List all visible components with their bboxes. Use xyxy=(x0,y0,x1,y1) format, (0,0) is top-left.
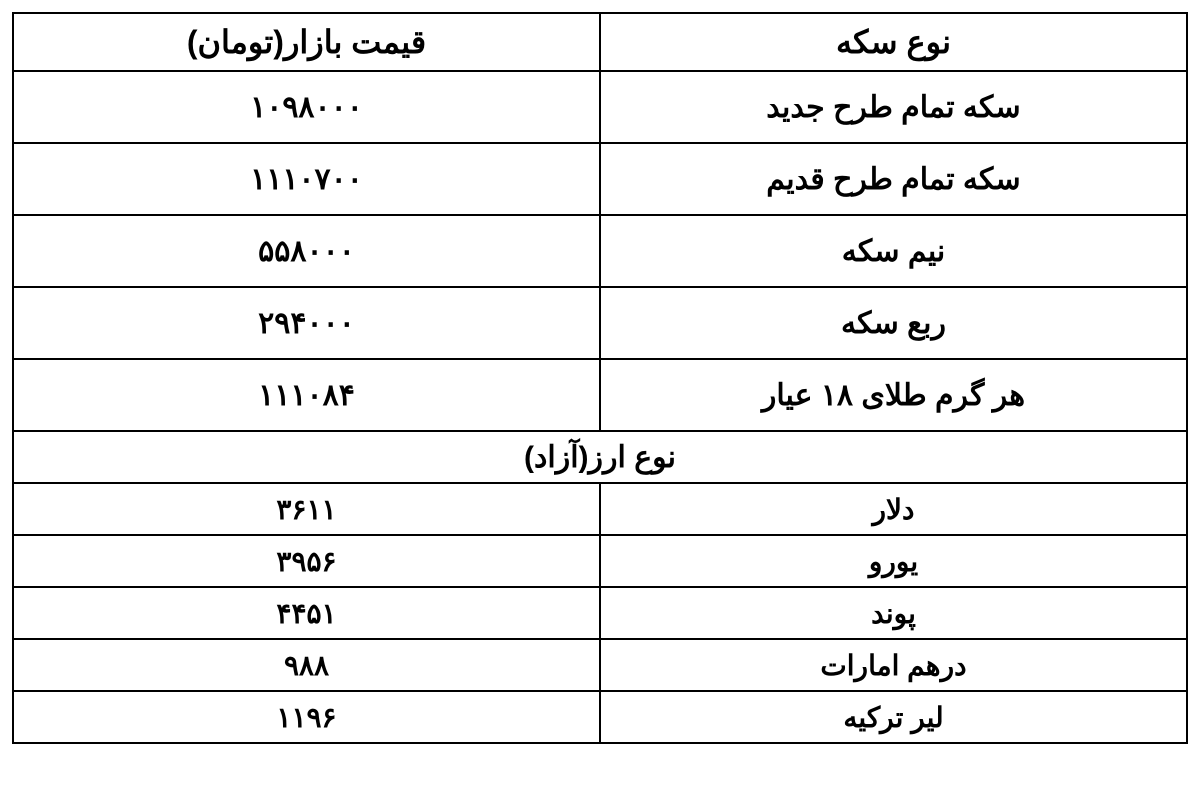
table-header-row: نوع سکه قیمت بازار(تومان) xyxy=(13,13,1187,71)
currency-price: ۴۴۵۱ xyxy=(13,587,600,639)
currency-price: ۹۸۸ xyxy=(13,639,600,691)
coin-name: سکه تمام طرح قدیم xyxy=(600,143,1187,215)
currency-section-header: نوع ارز(آزاد) xyxy=(13,431,1187,483)
coin-price: ۵۵۸۰۰۰ xyxy=(13,215,600,287)
currency-name: پوند xyxy=(600,587,1187,639)
coin-price: ۱۱۱۰۸۴ xyxy=(13,359,600,431)
coin-price: ۱۱۱۰۷۰۰ xyxy=(13,143,600,215)
coin-price: ۱۰۹۸۰۰۰ xyxy=(13,71,600,143)
table-row: دلار ۳۶۱۱ xyxy=(13,483,1187,535)
table-row: پوند ۴۴۵۱ xyxy=(13,587,1187,639)
currency-name: دلار xyxy=(600,483,1187,535)
price-table-container: نوع سکه قیمت بازار(تومان) سکه تمام طرح ج… xyxy=(12,12,1188,744)
coin-name: سکه تمام طرح جدید xyxy=(600,71,1187,143)
price-table: نوع سکه قیمت بازار(تومان) سکه تمام طرح ج… xyxy=(12,12,1188,744)
coin-name: هر گرم طلای ۱۸ عیار xyxy=(600,359,1187,431)
currency-name: لیر ترکیه xyxy=(600,691,1187,743)
header-name: نوع سکه xyxy=(600,13,1187,71)
table-row: ربع سکه ۲۹۴۰۰۰ xyxy=(13,287,1187,359)
currency-price: ۳۹۵۶ xyxy=(13,535,600,587)
table-row: درهم امارات ۹۸۸ xyxy=(13,639,1187,691)
currency-name: درهم امارات xyxy=(600,639,1187,691)
table-row: یورو ۳۹۵۶ xyxy=(13,535,1187,587)
table-row: لیر ترکیه ۱۱۹۶ xyxy=(13,691,1187,743)
table-row: هر گرم طلای ۱۸ عیار ۱۱۱۰۸۴ xyxy=(13,359,1187,431)
header-price: قیمت بازار(تومان) xyxy=(13,13,600,71)
table-row: سکه تمام طرح قدیم ۱۱۱۰۷۰۰ xyxy=(13,143,1187,215)
currency-price: ۳۶۱۱ xyxy=(13,483,600,535)
table-row: سکه تمام طرح جدید ۱۰۹۸۰۰۰ xyxy=(13,71,1187,143)
coin-name: نیم سکه xyxy=(600,215,1187,287)
currency-price: ۱۱۹۶ xyxy=(13,691,600,743)
coin-name: ربع سکه xyxy=(600,287,1187,359)
table-row: نیم سکه ۵۵۸۰۰۰ xyxy=(13,215,1187,287)
currency-name: یورو xyxy=(600,535,1187,587)
currency-section-header-row: نوع ارز(آزاد) xyxy=(13,431,1187,483)
coin-price: ۲۹۴۰۰۰ xyxy=(13,287,600,359)
